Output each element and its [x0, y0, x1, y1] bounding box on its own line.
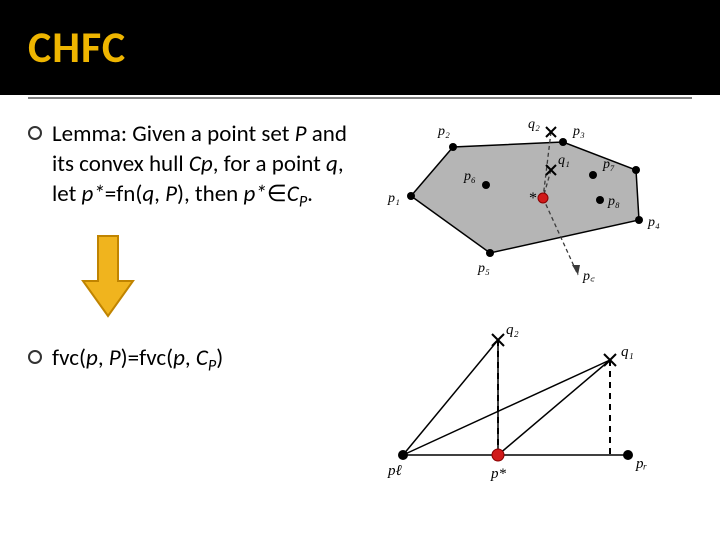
arrow-icon [78, 231, 138, 321]
figure-convex-hull: p₁ p₂ p₃ p₄ p₅ p₆ p₇ p₈ q₂ q₁ * p꜀ [378, 120, 678, 290]
svg-text:p₈: p₈ [607, 194, 620, 209]
slide-title: CHFC [28, 20, 692, 74]
svg-text:p₄: p₄ [647, 215, 660, 230]
lemma-text: Lemma: Given a point set P and its conve… [52, 120, 358, 213]
content-area: Lemma: Given a point set P and its conve… [28, 120, 692, 520]
svg-text:q₂: q₂ [506, 322, 519, 338]
figure-triangle: pℓ pᵣ q₂ q₁ p* [378, 320, 678, 495]
svg-text:p*: p* [490, 466, 507, 482]
svg-text:p₃: p₃ [572, 124, 585, 139]
svg-text:q₁: q₁ [621, 344, 634, 360]
lemma-bullet: Lemma: Given a point set P and its conve… [28, 120, 358, 213]
bullet-icon [28, 350, 42, 364]
implication-arrow [78, 231, 358, 326]
title-band: CHFC [0, 0, 720, 95]
corollary-text: fvc(p, P)=fvc(p, CP) [52, 344, 223, 378]
svg-text:pℓ: pℓ [387, 463, 402, 479]
svg-text:p₅: p₅ [477, 261, 490, 276]
svg-text:pᵣ: pᵣ [635, 456, 648, 472]
svg-text:q₁: q₁ [558, 153, 570, 168]
svg-text:*: * [529, 190, 537, 207]
svg-text:p₁: p₁ [387, 191, 400, 206]
left-column: Lemma: Given a point set P and its conve… [28, 120, 368, 520]
right-column: p₁ p₂ p₃ p₄ p₅ p₆ p₇ p₈ q₂ q₁ * p꜀ pℓ pᵣ q₂ q₁ p* [368, 120, 692, 520]
bullet-icon [28, 126, 42, 140]
title-underline [28, 97, 692, 99]
svg-text:p₇: p₇ [602, 157, 615, 172]
svg-text:p₂: p₂ [437, 124, 450, 139]
svg-text:p₆: p₆ [463, 169, 476, 184]
corollary-bullet: fvc(p, P)=fvc(p, CP) [28, 344, 358, 378]
svg-text:q₂: q₂ [528, 120, 540, 132]
svg-text:p꜀: p꜀ [582, 269, 595, 284]
